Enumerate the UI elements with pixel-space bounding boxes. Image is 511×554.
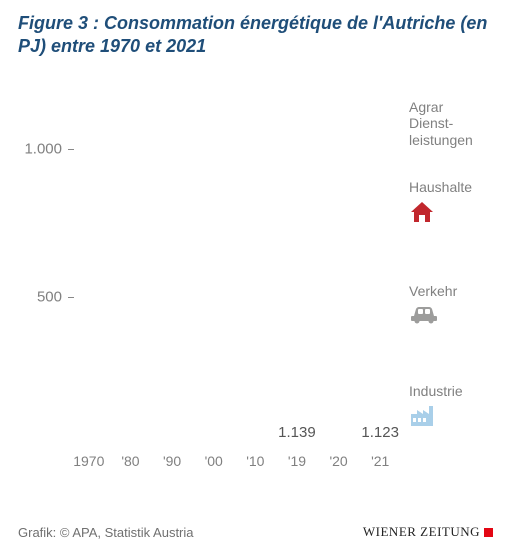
x-tick-label: '00 (195, 445, 233, 475)
legend-label: Agrar (409, 99, 443, 116)
x-tick-label: '80 (111, 445, 149, 475)
chart-wrap: 5001.000 1.1391.123 1970'80'90'00'10'19'… (18, 75, 493, 475)
y-tick-label: 500 (37, 288, 62, 305)
y-tick-mark (68, 297, 74, 298)
legend-label: Haushalte (409, 179, 472, 196)
legend-label: Industrie (409, 383, 463, 400)
figure-title: Figure 3 : Consommation énergétique de l… (18, 12, 493, 59)
footer: Grafik: © APA, Statistik Austria WIENER … (18, 524, 493, 540)
legend-label: leistungen (409, 132, 473, 149)
legend-item-dienst: Dienst-leistungen (409, 115, 473, 149)
car-icon (409, 304, 457, 328)
bar-value-label: 1.139 (278, 424, 316, 441)
y-axis: 500 1.000 (18, 75, 68, 445)
legend: AgrarDienst-leistungen Haushalte Verkehr In… (401, 75, 493, 475)
legend-item-agrar: Agrar (409, 99, 443, 116)
x-tick-label: '90 (153, 445, 191, 475)
factory-icon (409, 404, 463, 430)
chart-area: 5001.000 1.1391.123 1970'80'90'00'10'19'… (18, 75, 401, 475)
plot-area: 1.139 1.123 (68, 75, 401, 445)
bar-value-label: 1.123 (361, 424, 399, 441)
house-icon (409, 200, 472, 228)
x-tick-label: '20 (319, 445, 357, 475)
legend-item-haushalte: Haushalte (409, 179, 472, 228)
legend-item-industrie: Industrie (409, 383, 463, 430)
x-axis: 1970'80'90'00'10'19'20'21 (68, 445, 401, 475)
legend-item-verkehr: Verkehr (409, 283, 457, 328)
bars-row: 1.139 1.123 (68, 75, 401, 445)
source-brand-square-icon (484, 528, 493, 537)
x-tick-label: '19 (278, 445, 316, 475)
legend-label: Verkehr (409, 283, 457, 300)
y-tick-label: 1.000 (24, 140, 62, 157)
y-tick-mark (68, 149, 74, 150)
source-brand-text: WIENER ZEITUNG (363, 524, 480, 540)
page: Figure 3 : Consommation énergétique de l… (0, 0, 511, 554)
x-tick-label: 1970 (70, 445, 108, 475)
credits-text: Grafik: © APA, Statistik Austria (18, 525, 194, 540)
legend-label: Dienst- (409, 115, 473, 132)
x-tick-label: '10 (236, 445, 274, 475)
source-brand: WIENER ZEITUNG (363, 524, 493, 540)
x-tick-label: '21 (361, 445, 399, 475)
